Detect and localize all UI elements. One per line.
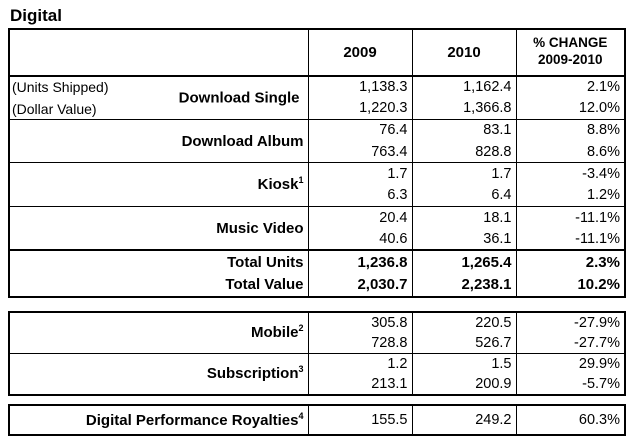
cell: 220.5 [411,313,516,333]
total-units-row: Total Units 1,236.8 1,265.4 2.3% [10,249,624,274]
cell: 1.2 [307,352,412,375]
cell: 763.4 [307,141,412,163]
cell: -11.1% [515,228,624,251]
footnote-4: 4 [298,410,304,421]
cell: 728.8 [307,332,412,354]
header-2010: 2010 [411,30,516,76]
digital-main-table: 2009 2010 % CHANGE 2009-2010 (Units Ship… [8,28,626,298]
table-row: 6.3 6.4 1.2% [10,184,624,207]
table-row: Digital Performance Royalties4 155.5 249… [10,406,624,434]
cell: 2.3% [515,249,624,274]
cell: 1,138.3 [307,74,412,98]
cell: 828.8 [411,141,516,163]
cell: 76.4 [307,118,412,142]
cell: 8.6% [515,141,624,163]
cell: 1,162.4 [411,74,516,98]
royalties-label-cell: Digital Performance Royalties4 [10,406,308,434]
table-row: Subscription3 1.2 1.5 29.9% [10,352,624,394]
footnote-1: 1 [298,175,304,186]
mobile-label: Mobile [250,324,299,342]
cell: 213.1 [307,374,412,394]
cell: -5.7% [515,374,624,394]
header-pct-change: % CHANGE 2009-2010 [515,30,624,76]
header-pct-line2: 2009-2010 [537,52,603,68]
table-row: Mobile2 305.8 220.5 -27.9% [10,313,624,340]
cell: 2.1% [515,74,624,98]
music-video-label: Music Video [10,206,308,251]
cell: 155.5 [307,406,412,434]
table-row: Music Video 20.4 18.1 -11.1% [10,206,624,251]
mobile-label-cell: Mobile2 [10,313,308,353]
cell: 6.3 [307,184,412,207]
cell: 1,265.4 [411,249,516,274]
units-shipped-note: (Units Shipped) [12,78,109,95]
total-value-label: Total Value [225,276,304,294]
cell: 1.2% [515,184,624,207]
cell: 12.0% [515,97,624,120]
cell: 29.9% [515,352,624,375]
cell: -27.7% [515,332,624,354]
footnote-2: 2 [298,323,304,334]
cell: 60.3% [515,406,624,434]
cell: -11.1% [515,206,624,229]
cell: 1,236.8 [307,249,412,274]
cell: 20.4 [307,206,412,229]
header-row: 2009 2010 % CHANGE 2009-2010 [10,30,624,76]
cell: 1.5 [411,352,516,375]
cell: 526.7 [411,332,516,354]
cell: 6.4 [411,184,516,207]
total-units-label: Total Units [10,249,308,274]
mobile-subscription-table: Mobile2 305.8 220.5 -27.9% 728.8 526.7 -… [8,311,626,396]
royalties-table: Digital Performance Royalties4 155.5 249… [8,404,626,436]
download-album-label: Download Album [10,118,308,163]
cell: 1.7 [307,162,412,185]
kiosk-label: Kiosk [257,176,299,194]
cell: 8.8% [515,118,624,142]
table-row: 213.1 200.9 -5.7% [10,374,624,394]
page-title: Digital [10,6,62,25]
table-row: Kiosk1 1.7 1.7 -3.4% [10,162,624,207]
cell: 249.2 [411,406,516,434]
cell: 1.7 [411,162,516,185]
header-pct-line1: % CHANGE [533,35,608,51]
footnote-3: 3 [298,364,304,375]
cell: -3.4% [515,162,624,185]
dollar-value-note: (Dollar Value) [12,100,97,117]
kiosk-label-cell: Kiosk1 [10,162,308,207]
subscription-label: Subscription [206,365,299,383]
total-value-row: Total Value 2,030.7 2,238.1 10.2% [10,273,624,296]
cell: 305.8 [307,313,412,333]
cell: 83.1 [411,118,516,142]
cell: 1,220.3 [307,97,412,120]
subscription-label-cell: Subscription3 [10,352,308,394]
download-single-label: Download Single [178,89,300,107]
table-row: 763.4 828.8 8.6% [10,141,624,163]
table-row: (Units Shipped) (Dollar Value) Download … [10,74,624,120]
table-row: 728.8 526.7 -27.7% [10,332,624,354]
table-row: 1,220.3 1,366.8 12.0% [10,97,624,120]
table-row: 40.6 36.1 -11.1% [10,228,624,251]
cell: 2,030.7 [307,273,412,296]
cell: 1,366.8 [411,97,516,120]
cell: 10.2% [515,273,624,296]
cell: 200.9 [411,374,516,394]
royalties-label: Digital Performance Royalties [85,411,299,429]
cell: 40.6 [307,228,412,251]
cell: 36.1 [411,228,516,251]
cell: 18.1 [411,206,516,229]
cell: -27.9% [515,313,624,333]
table-row: Download Album 76.4 83.1 8.8% [10,118,624,163]
download-single-label-cell: (Units Shipped) (Dollar Value) Download … [10,74,308,120]
header-2009: 2009 [307,30,412,76]
cell: 2,238.1 [411,273,516,296]
